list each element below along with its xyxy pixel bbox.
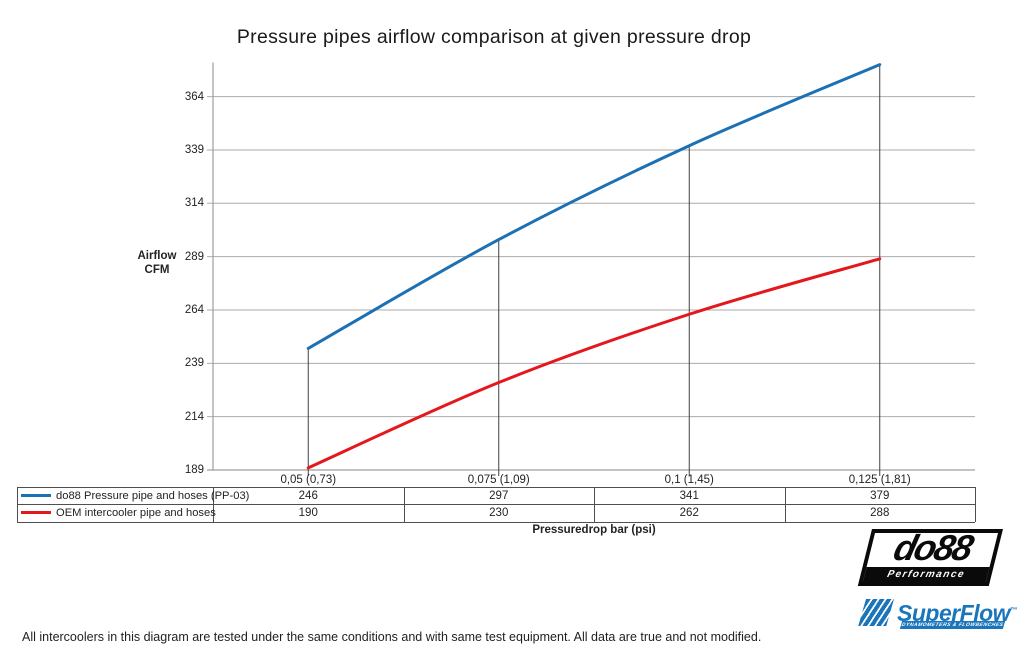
table-cell-value: 246 xyxy=(298,490,318,502)
y-axis-title-line2: CFM xyxy=(144,264,170,276)
table-border-bottom xyxy=(17,521,975,523)
table-border-vertical xyxy=(594,487,595,522)
superflow-logo-tagline: DYNAMOMETERS & FLOWBENCHES xyxy=(900,621,1005,628)
do88-logo-bar: Performance xyxy=(862,567,990,582)
legend-row: OEM intercooler pipe and hoses xyxy=(17,504,216,522)
legend-row: do88 Pressure pipe and hoses (PP-03) xyxy=(17,487,249,504)
table-cell-value: 288 xyxy=(870,507,890,519)
y-tick-label: 189 xyxy=(184,464,204,476)
table-cell-value: 190 xyxy=(298,507,318,519)
table-border-vertical xyxy=(784,487,786,522)
table-border-vertical xyxy=(213,487,214,522)
table-border-top xyxy=(17,487,975,488)
do88-logo-tagline: Performance xyxy=(886,568,967,580)
table-border-vertical xyxy=(17,487,18,522)
y-tick-label: 314 xyxy=(184,197,204,210)
x-axis-title: Pressuredrop bar (psi) xyxy=(532,524,656,536)
legend-label: OEM intercooler pipe and hoses xyxy=(56,506,216,519)
y-axis-title: Airflow CFM xyxy=(132,249,182,277)
series-line-0 xyxy=(306,63,882,350)
y-tick-label: 289 xyxy=(184,250,204,263)
do88-logo-text: do88 xyxy=(889,527,977,568)
disclaimer-text: All intercoolers in this diagram are tes… xyxy=(22,630,762,644)
trademark-symbol: ™ xyxy=(1010,607,1018,614)
x-category-label: 0,075 (1,09) xyxy=(467,474,530,486)
legend-label: do88 Pressure pipe and hoses (PP-03) xyxy=(56,489,250,502)
y-tick-label: 339 xyxy=(184,143,204,156)
table-cell-value: 230 xyxy=(489,507,509,519)
table-cell-value: 379 xyxy=(870,490,890,502)
series-line-1 xyxy=(306,257,882,470)
table-cell-value: 262 xyxy=(679,507,699,519)
legend-swatch-icon xyxy=(21,511,51,515)
table-border-mid xyxy=(17,504,975,505)
table-cell-value: 341 xyxy=(679,490,699,502)
x-category-label: 0,05 (0,73) xyxy=(280,474,337,486)
y-tick-label: 364 xyxy=(184,90,204,103)
chart-title: Pressure pipes airflow comparison at giv… xyxy=(236,26,752,48)
y-tick-label: 239 xyxy=(184,357,204,370)
legend-swatch-icon xyxy=(21,494,51,497)
y-axis-title-line1: Airflow xyxy=(137,250,177,262)
y-tick-label: 264 xyxy=(184,303,204,316)
table-border-vertical xyxy=(403,487,405,522)
superflow-logo-bar: DYNAMOMETERS & FLOWBENCHES xyxy=(899,621,1006,629)
table-border-vertical xyxy=(975,487,976,522)
do88-logo: do88 Performance xyxy=(857,527,1003,586)
table-cell-value: 297 xyxy=(489,490,509,502)
y-tick-label: 214 xyxy=(184,410,204,423)
x-category-label: 0,125 (1,81) xyxy=(848,474,911,486)
x-category-label: 0,1 (1,45) xyxy=(664,474,714,486)
